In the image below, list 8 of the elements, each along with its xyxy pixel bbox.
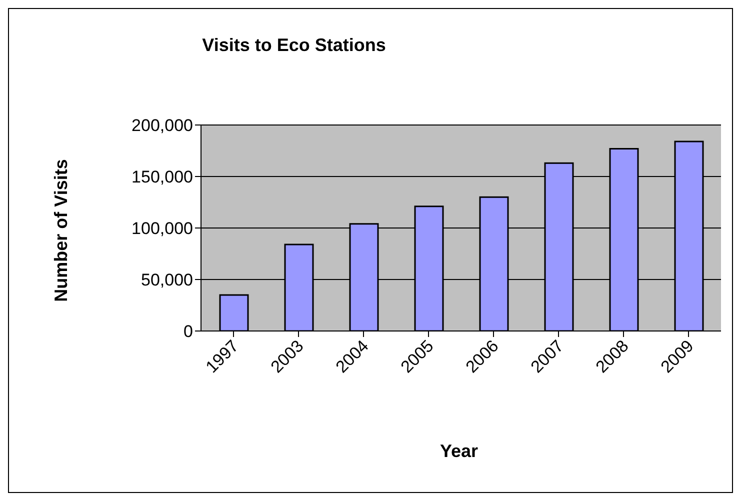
y-tick-label: 50,000 [141,270,193,290]
x-axis-title: Year [438,441,480,462]
y-tick-label: 150,000 [132,168,193,187]
chart-title: Visits to Eco Stations [201,35,387,56]
y-tick-label: 200,000 [132,116,193,136]
y-tick-label: 100,000 [132,219,193,238]
y-axis-title: Number of Visits [50,158,72,302]
y-tick-label: 0 [184,322,193,342]
